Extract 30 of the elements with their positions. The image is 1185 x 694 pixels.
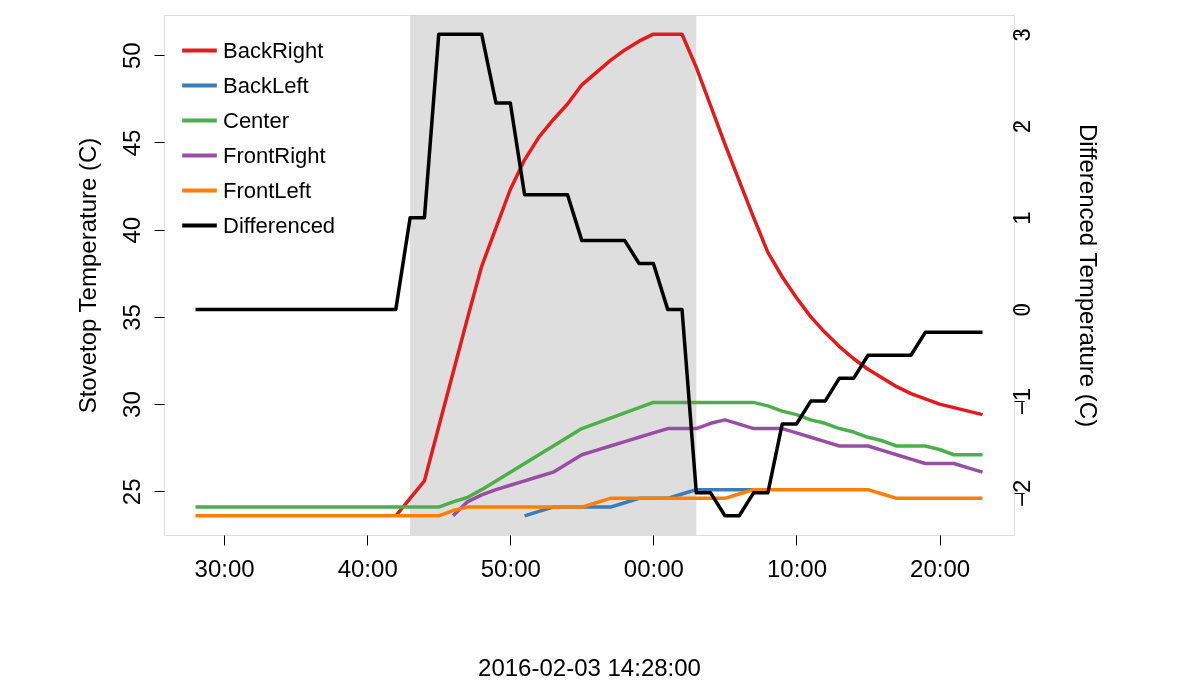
y2-axis-title: Differenced Temperature (C) — [1074, 123, 1102, 428]
y-tick-label: 40 — [117, 216, 145, 244]
line-series — [193, 32, 985, 518]
legend-label: Differenced — [223, 212, 336, 238]
x-axis-title: 2016-02-03 14:28:00 — [478, 653, 701, 681]
legend-label: FrontRight — [223, 142, 326, 168]
y-axis-title: Stovetop Temperature (C) — [73, 137, 101, 414]
y-tick-label: 50 — [117, 42, 145, 69]
line-series — [451, 418, 985, 518]
y-tick-label: 25 — [117, 478, 145, 506]
x-tick-label: 50:00 — [480, 554, 541, 582]
x-tick-label: 40:00 — [337, 554, 398, 582]
x-tick-label: 30:00 — [194, 554, 255, 582]
x-tick-label: 10:00 — [766, 554, 828, 582]
line-series — [193, 400, 985, 509]
legend-label: BackRight — [223, 37, 324, 63]
y2-tick-label: 0 — [1007, 303, 1035, 317]
x-tick-label: 00:00 — [623, 554, 684, 582]
legend-label: Center — [223, 107, 290, 133]
legend-label: FrontLeft — [223, 177, 312, 203]
y2-tick-label: −1 — [1007, 387, 1035, 416]
y-tick-label: 45 — [117, 129, 145, 157]
line-series — [193, 487, 985, 518]
y2-tick-label: 3 — [1007, 28, 1035, 42]
y-tick-label: 35 — [117, 304, 145, 331]
x-tick-label: 20:00 — [910, 554, 971, 582]
legend-label: BackLeft — [223, 72, 309, 98]
y2-tick-label: −2 — [1007, 479, 1035, 507]
y2-tick-label: 2 — [1007, 119, 1035, 134]
y-tick-label: 30 — [117, 391, 145, 418]
